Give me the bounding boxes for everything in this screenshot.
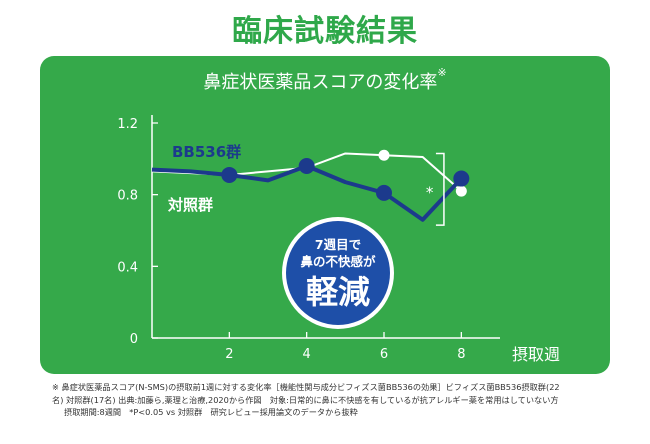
series-markers <box>221 149 470 201</box>
bb536-data-point <box>453 170 470 187</box>
chart-title: 鼻症状医薬品スコアの変化率※ <box>40 66 610 94</box>
control-data-point <box>455 185 467 197</box>
significance-star: * <box>426 183 434 201</box>
bracket-line <box>435 152 445 226</box>
chart-panel: 鼻症状医薬品スコアの変化率※ 0 0.4 0.8 1.2 2 4 6 8 摂取週 * BB536… <box>40 56 610 374</box>
footnote-line-3: 摂取期間:8週間 *P<0.05 vs 対照群 研究レビュー採用論文のデータから… <box>64 407 358 417</box>
chart-title-mark: ※ <box>437 66 447 79</box>
significance-bracket: * <box>426 152 445 226</box>
callout-circle <box>286 221 390 325</box>
footnote: ※ 鼻症状医薬品スコア(N-SMS)の摂取前1週に対する変化率［機能性関与成分ビ… <box>52 381 612 419</box>
bb536-data-point <box>376 184 392 201</box>
bb536-data-point <box>221 166 238 183</box>
callout-line-1: 7週目で <box>315 237 361 252</box>
bb536-series-label: BB536群 <box>172 143 241 161</box>
chart-title-text: 鼻症状医薬品スコアの変化率 <box>203 72 438 93</box>
callout-line-2: 鼻の不快感が <box>300 254 376 269</box>
x-tick-label: 2 <box>225 347 233 362</box>
control-series-label: 対照群 <box>167 196 213 214</box>
x-tick-label: 8 <box>457 347 465 362</box>
y-tick-label: 1.2 <box>117 117 138 132</box>
footnote-line-2: 名) 対照群(17名) 出典:加藤ら,薬理と治療,2020から作図 対象:日常的… <box>52 394 559 405</box>
chart-axes: 0 0.4 0.8 1.2 2 4 6 8 摂取週 <box>117 115 560 364</box>
callout-big-text: 軽減 <box>306 273 370 311</box>
control-data-point <box>378 149 390 161</box>
x-axis-label: 摂取週 <box>512 345 560 364</box>
footnote-line-1: ※ 鼻症状医薬品スコア(N-SMS)の摂取前1週に対する変化率［機能性関与成分ビ… <box>52 382 560 392</box>
x-tick-label: 6 <box>380 347 388 362</box>
bb536-data-point <box>298 158 315 174</box>
x-tick-label: 4 <box>303 347 311 362</box>
page-title: 臨床試験結果 <box>232 14 418 49</box>
y-tick-label: 0 <box>130 332 138 347</box>
y-tick-label: 0.4 <box>117 260 138 275</box>
y-tick-label: 0.8 <box>117 189 138 204</box>
